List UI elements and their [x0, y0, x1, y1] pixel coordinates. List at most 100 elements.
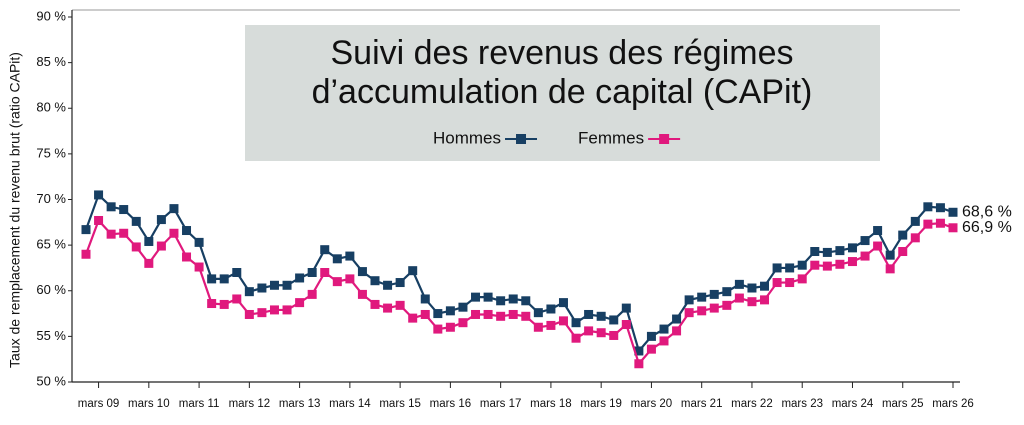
data-point — [81, 249, 91, 259]
data-point — [684, 295, 694, 305]
y-axis-label: Taux de remplacement du revenu brut (rat… — [7, 52, 23, 368]
data-point — [948, 223, 958, 233]
legend-marker — [516, 134, 527, 144]
data-point — [131, 216, 141, 226]
data-point — [433, 309, 443, 319]
data-point — [244, 287, 254, 297]
x-tick-label: mars 19 — [580, 398, 622, 410]
data-point — [257, 308, 267, 318]
data-point — [357, 289, 367, 299]
data-point — [508, 294, 518, 304]
data-point — [533, 308, 543, 318]
data-point — [760, 281, 770, 291]
data-point — [131, 242, 141, 252]
legend-label: Femmes — [578, 128, 644, 147]
data-point — [420, 309, 430, 319]
data-point — [873, 241, 883, 251]
x-tick-label: mars 24 — [832, 398, 874, 410]
data-point — [923, 219, 933, 229]
data-point — [207, 274, 217, 284]
data-point — [797, 260, 807, 270]
legend-marker — [659, 134, 670, 144]
data-point — [307, 268, 317, 277]
data-point — [672, 326, 682, 336]
data-point — [621, 303, 631, 313]
data-point — [445, 306, 455, 316]
data-point — [169, 228, 179, 238]
data-point — [747, 283, 757, 293]
data-point — [94, 215, 104, 225]
x-tick-label: mars 23 — [781, 398, 823, 410]
y-tick-label: 70 % — [36, 191, 66, 206]
data-point — [797, 274, 807, 284]
data-point — [445, 322, 455, 332]
series-line — [84, 218, 954, 366]
data-point — [320, 268, 330, 277]
data-point — [207, 299, 217, 309]
data-point — [194, 237, 204, 247]
data-point — [822, 261, 832, 271]
data-point — [496, 296, 506, 306]
data-point — [772, 263, 782, 273]
y-tick-label: 90 % — [36, 8, 66, 23]
plot: 50 % 55 % 60 % 65 % 70 % 75 % 80 % 85 % 90 % mars… — [36, 8, 1011, 410]
data-point — [483, 292, 493, 302]
data-point — [408, 266, 418, 276]
x-tick-label: mars 20 — [631, 398, 673, 410]
data-point — [571, 318, 581, 328]
data-point — [345, 274, 355, 284]
data-point — [835, 259, 845, 269]
x-tick-label: mars 26 — [932, 398, 974, 410]
x-tick-label: mars 10 — [128, 398, 170, 410]
data-point — [282, 305, 292, 315]
data-point — [332, 254, 342, 264]
data-point — [357, 267, 367, 277]
data-point — [471, 292, 481, 302]
data-point — [609, 315, 619, 325]
data-point — [596, 311, 606, 321]
data-point — [269, 305, 279, 315]
data-point — [697, 306, 707, 316]
data-point — [370, 276, 380, 286]
data-point — [672, 314, 682, 324]
data-point — [810, 260, 820, 270]
y-tick-label: 85 % — [36, 54, 66, 69]
data-point — [521, 296, 531, 306]
data-point — [257, 283, 267, 293]
data-point — [232, 294, 242, 304]
data-point — [558, 298, 568, 308]
x-tick-label: mars 09 — [78, 398, 120, 410]
data-point — [81, 225, 91, 235]
data-point — [634, 359, 644, 369]
data-point — [332, 277, 342, 287]
data-point — [458, 318, 468, 328]
x-tick-label: mars 25 — [882, 398, 924, 410]
data-point — [194, 262, 204, 272]
data-point — [835, 246, 845, 256]
data-point — [383, 280, 393, 290]
data-point — [734, 279, 744, 289]
data-point — [521, 311, 531, 321]
data-point — [584, 309, 594, 319]
data-point — [822, 247, 832, 257]
data-point — [169, 204, 179, 214]
y-tick-label: 50 % — [36, 373, 66, 388]
data-point — [269, 280, 279, 290]
data-point — [307, 289, 317, 299]
data-point — [847, 257, 857, 267]
data-point — [646, 331, 656, 341]
data-point — [106, 202, 116, 212]
y-tick-label: 55 % — [36, 328, 66, 343]
data-point — [847, 243, 857, 253]
data-point — [646, 344, 656, 354]
data-point — [546, 320, 556, 330]
data-point — [948, 207, 958, 217]
y-tick-label: 60 % — [36, 282, 66, 297]
data-point — [697, 292, 707, 302]
data-point — [119, 228, 129, 238]
data-point — [885, 250, 895, 260]
data-point — [144, 236, 154, 246]
data-point — [873, 226, 883, 236]
data-point — [910, 233, 920, 243]
